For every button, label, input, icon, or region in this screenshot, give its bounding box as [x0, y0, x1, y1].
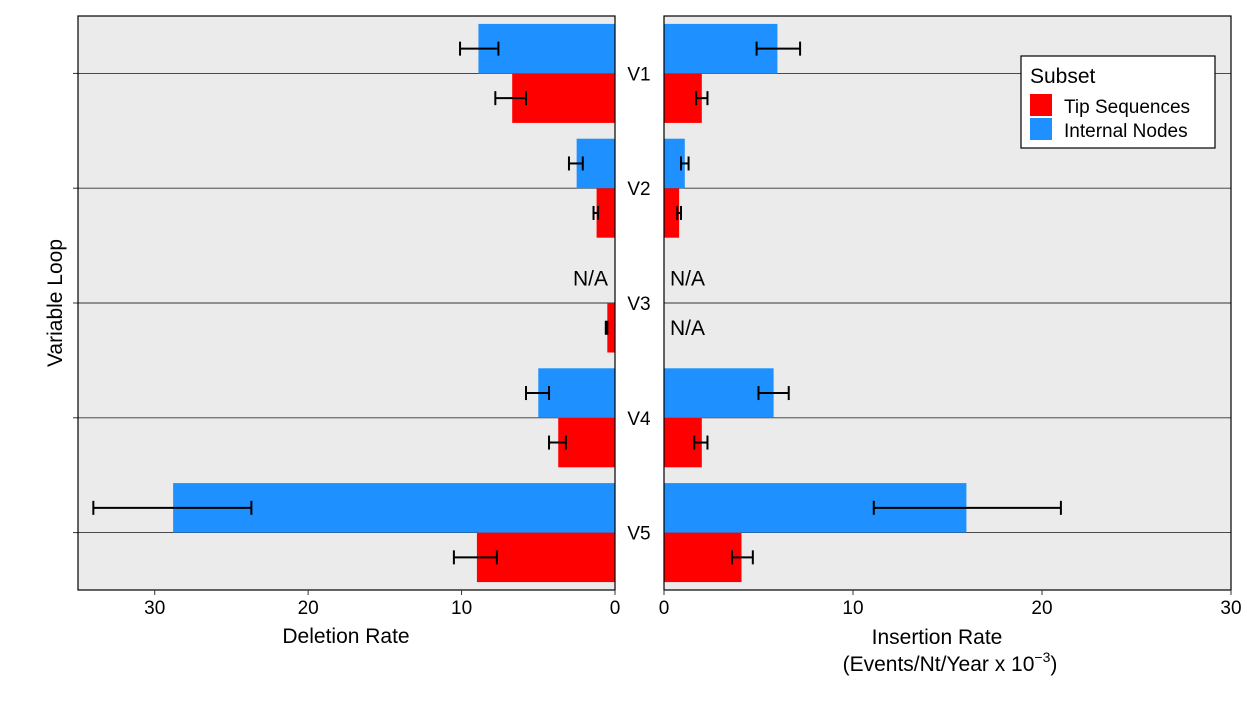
deletion-x-axis-title: Deletion Rate	[282, 625, 409, 648]
deletion-bar-v1-internal	[478, 23, 615, 74]
insertion-errorbar-v1-tip	[695, 91, 709, 106]
category-label-v5: V5	[627, 524, 650, 545]
category-label-v2: V2	[627, 179, 650, 200]
deletion-bar-v5-tip	[476, 532, 615, 583]
insertion-x-axis-subtitle: (Events/Nt/Year x 10−3)	[843, 649, 1058, 676]
deletion-errorbar-v1-tip	[494, 91, 528, 106]
deletion-errorbar-v4-internal	[525, 386, 551, 401]
category-label-v3: V3	[627, 294, 650, 315]
insertion-x-tick-label: 0	[659, 598, 670, 619]
deletion-errorbar-v2-tip	[592, 205, 600, 220]
y-axis-title: Variable Loop	[44, 239, 67, 367]
deletion-x-tick-label: 30	[144, 598, 165, 619]
insertion-plot-border	[663, 15, 1232, 591]
deletion-x-tick-label: 20	[298, 598, 319, 619]
deletion-na-label-internal: N/A	[573, 267, 608, 290]
category-labels: V1 V2 V3 V4 V5	[627, 64, 651, 544]
deletion-plot-border	[77, 15, 616, 591]
deletion-x-tick-label: 10	[451, 598, 472, 619]
insertion-errorbar-v2-tip	[676, 205, 683, 220]
legend-label-internal: Internal Nodes	[1064, 121, 1188, 142]
insertion-units-close: )	[1050, 653, 1057, 676]
legend-swatch-internal	[1030, 118, 1052, 140]
insertion-errorbar-v4-internal	[757, 386, 790, 401]
deletion-bar-v2-tip	[596, 188, 615, 238]
category-label-v1: V1	[627, 64, 650, 85]
deletion-errorbar-v4-tip	[548, 435, 567, 450]
deletion-panel: N/A 0 10 20 30	[73, 15, 621, 619]
deletion-errorbar-v1-internal	[459, 41, 500, 56]
legend-swatch-tip	[1030, 94, 1052, 116]
insertion-x-tick-label: 20	[1031, 598, 1052, 619]
insertion-units-text: (Events/Nt/Year x 10	[843, 653, 1035, 676]
insertion-errorbar-v1-internal	[755, 41, 802, 56]
insertion-units-exponent: −3	[1034, 649, 1050, 665]
insertion-bar-v2-internal	[664, 138, 685, 189]
insertion-errorbar-v2-internal	[680, 156, 690, 171]
insertion-errorbar-v4-tip	[693, 435, 709, 450]
legend-box	[1020, 55, 1216, 149]
legend: Subset Tip Sequences Internal Nodes	[1020, 55, 1216, 149]
insertion-x-axis-title: Insertion Rate	[872, 626, 1003, 649]
insertion-bar-v4-internal	[664, 368, 774, 418]
category-label-v4: V4	[627, 409, 651, 430]
deletion-bar-v4-internal	[538, 368, 615, 418]
deletion-errorbar-v2-internal	[567, 156, 584, 171]
deletion-bar-v1-tip	[512, 73, 615, 123]
insertion-na-label-tip: N/A	[670, 317, 705, 340]
insertion-bar-v5-tip	[664, 532, 742, 583]
legend-title: Subset	[1030, 65, 1096, 88]
insertion-x-tick-label: 10	[842, 598, 863, 619]
insertion-errorbar-v5-internal	[872, 500, 1062, 515]
legend-label-tip: Tip Sequences	[1064, 97, 1190, 118]
insertion-bar-v2-tip	[664, 188, 680, 238]
insertion-x-tick-label: 30	[1220, 598, 1241, 619]
deletion-errorbar-v5-tip	[452, 550, 498, 565]
deletion-errorbar-v3-tip	[604, 320, 609, 335]
deletion-bar-v3-tip	[607, 303, 615, 353]
deletion-bar-v4-tip	[558, 417, 615, 468]
deletion-errorbar-v5-internal	[92, 500, 253, 515]
insertion-na-label-internal: N/A	[670, 267, 705, 290]
deletion-x-tick-label: 0	[610, 598, 621, 619]
insertion-errorbar-v5-tip	[731, 550, 754, 565]
